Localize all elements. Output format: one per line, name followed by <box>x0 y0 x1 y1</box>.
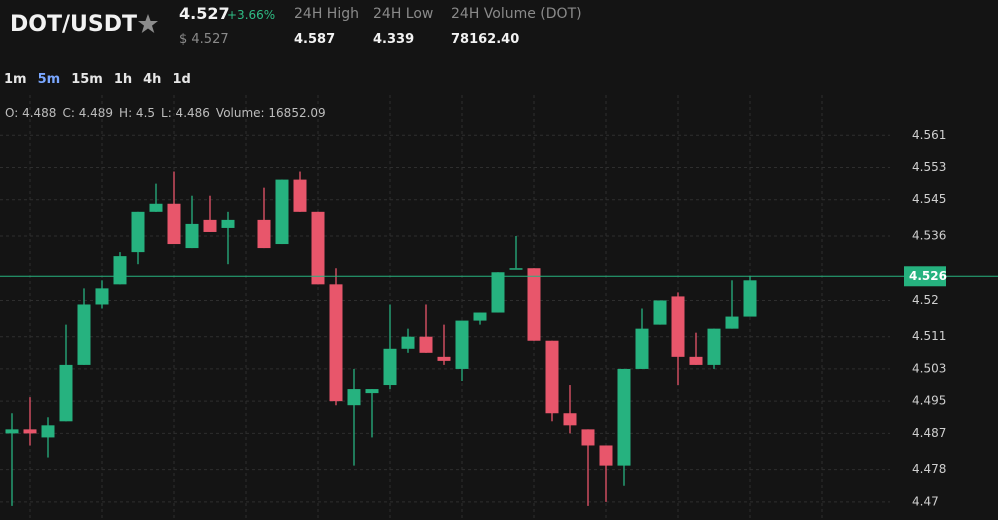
candle-body <box>491 272 505 313</box>
candle-body <box>329 284 343 402</box>
candle-body <box>617 368 631 466</box>
candle-body <box>59 364 73 422</box>
ohlc-item: L: 4.486 <box>161 106 210 120</box>
candle-body <box>455 320 469 369</box>
ohlc-info: O: 4.488 C: 4.489 H: 4.5 L: 4.486 Volume: 16… <box>5 106 326 120</box>
pair-name: DOT/USDT <box>10 12 137 37</box>
candle-body <box>527 268 541 341</box>
stat-value: 78162.40 <box>451 32 520 47</box>
stat-value: 4.339 <box>373 32 415 47</box>
last-price-label-bg <box>904 266 946 287</box>
y-tick-label: 4.495 <box>912 394 946 408</box>
ohlc-item: Volume: 16852.09 <box>215 106 326 120</box>
candle-body <box>689 356 703 365</box>
candle-body <box>149 203 163 212</box>
candle-body <box>365 389 379 394</box>
y-tick-label: 4.487 <box>912 426 946 440</box>
candle-body <box>311 211 325 285</box>
candle-body <box>95 288 109 305</box>
price-change: +3.66% <box>227 8 276 22</box>
stat-value: 4.587 <box>294 32 336 47</box>
candle-body <box>275 179 289 245</box>
candle-body <box>653 300 667 325</box>
candle-body <box>203 219 217 232</box>
timeframe-button[interactable]: 15m <box>71 72 103 87</box>
last-price-label: 4.526 <box>909 269 947 283</box>
y-tick-label: 4.561 <box>912 128 946 142</box>
candle-body <box>509 268 523 270</box>
candle-body <box>635 328 649 369</box>
candle-body <box>563 413 577 426</box>
candle-body <box>23 429 37 434</box>
stat-label: 24H Volume (DOT) <box>451 6 582 22</box>
candle-body <box>725 316 739 329</box>
candle-body <box>545 340 559 414</box>
timeframe-button[interactable]: 4h <box>143 72 162 87</box>
candle-body <box>257 219 271 249</box>
ohlc-item: C: 4.489 <box>62 106 114 120</box>
candle-body <box>221 219 235 228</box>
candle-body <box>581 429 595 446</box>
candle-body <box>707 328 721 365</box>
candle-body <box>131 211 145 253</box>
timeframe-button[interactable]: 5m <box>37 72 61 87</box>
last-price: 4.527 <box>179 4 230 23</box>
timeframe-button[interactable]: 1h <box>113 72 133 87</box>
ohlc-item: O: 4.488 <box>5 106 57 120</box>
candle-body <box>41 425 55 438</box>
y-tick-label: 4.47 <box>912 494 939 508</box>
y-tick-label: 4.52 <box>912 293 939 307</box>
candle-body <box>473 312 487 321</box>
candle-body <box>437 356 451 361</box>
candle-body <box>167 203 181 245</box>
y-tick-label: 4.503 <box>912 361 946 375</box>
y-tick-label: 4.553 <box>912 160 946 174</box>
y-tick-label: 4.545 <box>912 192 946 206</box>
usd-price: $ 4.527 <box>179 32 229 47</box>
candle-body <box>185 223 199 249</box>
candle-body <box>419 336 433 353</box>
timeframe-button[interactable]: 1d <box>172 72 191 87</box>
candle-body <box>599 445 613 466</box>
candle-body <box>401 336 415 349</box>
y-tick-label: 4.536 <box>912 228 946 242</box>
y-tick-label: 4.478 <box>912 462 946 476</box>
candle-body <box>347 389 361 406</box>
candle-body <box>77 304 91 365</box>
stat-label: 24H High <box>294 6 359 22</box>
candle-body <box>671 296 685 357</box>
favorite-star[interactable] <box>137 13 159 35</box>
timeframe-bar: 1m 5m 15m 1h 4h 1d <box>4 72 191 87</box>
candle-body <box>293 179 307 212</box>
y-tick-label: 4.511 <box>912 329 946 343</box>
candle-body <box>743 280 757 317</box>
ohlc-item: H: 4.5 <box>119 106 156 120</box>
candle-body <box>383 348 397 386</box>
candle-body <box>5 429 19 434</box>
candle-body <box>113 256 127 285</box>
stat-label: 24H Low <box>373 6 434 22</box>
timeframe-button[interactable]: 1m <box>4 72 27 87</box>
